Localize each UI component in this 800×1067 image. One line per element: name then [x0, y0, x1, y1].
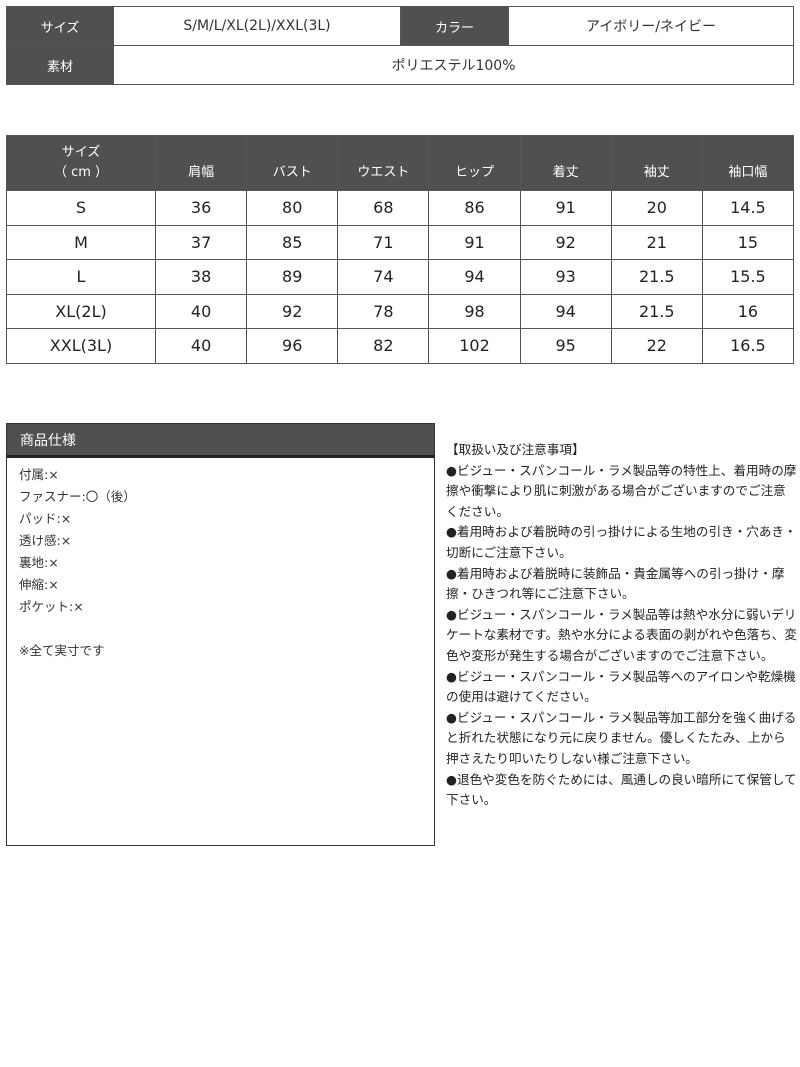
measurement-cell: 16: [701, 293, 795, 329]
spec-note: ※全て実寸です: [19, 643, 105, 658]
measurement-cell: 68: [337, 190, 430, 226]
spec-item: ポケット:×: [19, 599, 84, 614]
color-label: カラー: [400, 6, 509, 46]
measurement-cell: 74: [337, 259, 430, 295]
measurement-cell: 20: [610, 190, 703, 226]
color-value: アイボリー/ネイビー: [508, 6, 794, 46]
measurement-cell: 96: [246, 328, 339, 364]
spec-item: 透け感:×: [19, 533, 72, 548]
measurement-cell: 78: [337, 293, 430, 329]
measurement-cell: 71: [337, 224, 430, 260]
column-header: 袖丈: [610, 135, 703, 191]
spec-item: 伸縮:×: [19, 577, 59, 592]
size-cell: XL(2L): [6, 293, 156, 329]
note-item: ●ビジュー・スパンコール・ラメ製品等加工部分を強く曲げると折れた状態になり元に戻…: [446, 709, 797, 766]
spec-item: 裏地:×: [19, 555, 59, 570]
column-header: バスト: [246, 135, 339, 191]
measurement-cell: 22: [610, 328, 703, 364]
column-header: 肩幅: [154, 135, 248, 191]
size-cell: M: [6, 224, 156, 260]
note-item: ●退色や変色を防ぐためには、風通しの良い暗所にて保管して下さい。: [446, 771, 797, 808]
table-row: L 38 89 74 94 93 21.5 15.5: [6, 259, 795, 295]
size-label: サイズ: [6, 6, 114, 46]
measurement-cell: 38: [154, 259, 248, 295]
column-header: ウエスト: [337, 135, 430, 191]
size-cell: XXL(3L): [6, 328, 156, 364]
column-header: 袖口幅: [701, 135, 795, 191]
measurement-cell: 80: [246, 190, 339, 226]
note-item: ●ビジュー・スパンコール・ラメ製品等は熱や水分に弱いデリケートな素材です。熱や水…: [446, 606, 797, 663]
measurement-cell: 15.5: [701, 259, 795, 295]
column-header: 着丈: [519, 135, 612, 191]
spec-title: 商品仕様: [7, 424, 434, 458]
table-row: S 36 80 68 86 91 20 14.5: [6, 190, 795, 226]
column-header: ヒップ: [428, 135, 521, 191]
size-unit-header: サイズ （ cm ）: [6, 135, 156, 191]
measurement-cell: 15: [701, 224, 795, 260]
measurement-cell: 93: [519, 259, 612, 295]
material-value: ポリエステル100%: [113, 45, 794, 85]
measurement-cell: 37: [154, 224, 248, 260]
measurement-cell: 92: [519, 224, 612, 260]
measurement-cell: 21.5: [610, 259, 703, 295]
measurement-cell: 40: [154, 293, 248, 329]
material-label: 素材: [6, 45, 114, 85]
spacer: [19, 618, 434, 640]
measurement-cell: 40: [154, 328, 248, 364]
table-row: XXL(3L) 40 96 82 102 95 22 16.5: [6, 328, 795, 364]
measurement-cell: 21: [610, 224, 703, 260]
size-header-label: サイズ: [61, 145, 101, 160]
size-cell: L: [6, 259, 156, 295]
note-item: ●ビジュー・スパンコール・ラメ製品等の特性上、着用時の摩擦や衝撃により肌に刺激が…: [446, 462, 797, 519]
measurement-cell: 102: [428, 328, 521, 364]
product-info-table: サイズ S/M/L/XL(2L)/XXL(3L) カラー アイボリー/ネイビー …: [6, 6, 794, 85]
spec-item: 付属:×: [19, 467, 59, 482]
measurement-cell: 91: [519, 190, 612, 226]
measurement-cell: 14.5: [701, 190, 795, 226]
notes-title: 【取扱い及び注意事項】: [446, 442, 585, 457]
measurement-cell: 86: [428, 190, 521, 226]
size-cell: S: [6, 190, 156, 226]
product-spec-box: 商品仕様 付属:× ファスナー:〇（後） パッド:× 透け感:× 裏地:× 伸縮:× ポケッ…: [6, 423, 435, 846]
measurement-cell: 16.5: [701, 328, 795, 364]
measurement-cell: 21.5: [610, 293, 703, 329]
unit-label: （ cm ）: [53, 165, 109, 180]
note-item: ●着用時および着脱時の引っ掛けによる生地の引き・穴あき・切断にご注意下さい。: [446, 524, 797, 560]
measurement-cell: 91: [428, 224, 521, 260]
measurement-cell: 89: [246, 259, 339, 295]
measurement-cell: 82: [337, 328, 430, 364]
measurement-cell: 85: [246, 224, 339, 260]
note-item: ●着用時および着脱時に装飾品・貴金属等への引っ掛け・摩擦・ひきつれ等にご注意下さ…: [446, 565, 785, 602]
measurement-cell: 36: [154, 190, 248, 226]
measurement-cell: 92: [246, 293, 339, 329]
table-row: XL(2L) 40 92 78 98 94 21.5 16: [6, 293, 795, 329]
size-chart-table: サイズ（ cm ） 肩幅 バスト ウエスト ヒップ 着丈 袖丈 袖口幅 S 36 80 68 86 9…: [6, 135, 795, 364]
measurement-cell: 94: [519, 293, 612, 329]
spec-list: 付属:× ファスナー:〇（後） パッド:× 透け感:× 裏地:× 伸縮:× ポケット:× ※…: [7, 458, 434, 662]
spec-item: パッド:×: [19, 511, 72, 526]
care-notes: 【取扱い及び注意事項】 ●ビジュー・スパンコール・ラメ製品等の特性上、着用時の摩…: [446, 440, 798, 811]
table-row: M 37 85 71 91 92 21 15: [6, 224, 795, 260]
measurement-cell: 94: [428, 259, 521, 295]
spec-item: ファスナー:〇（後）: [19, 489, 136, 504]
measurement-cell: 95: [519, 328, 612, 364]
size-value: S/M/L/XL(2L)/XXL(3L): [113, 6, 401, 46]
note-item: ●ビジュー・スパンコール・ラメ製品等へのアイロンや乾燥機の使用は避けてください。: [446, 668, 796, 705]
measurement-cell: 98: [428, 293, 521, 329]
